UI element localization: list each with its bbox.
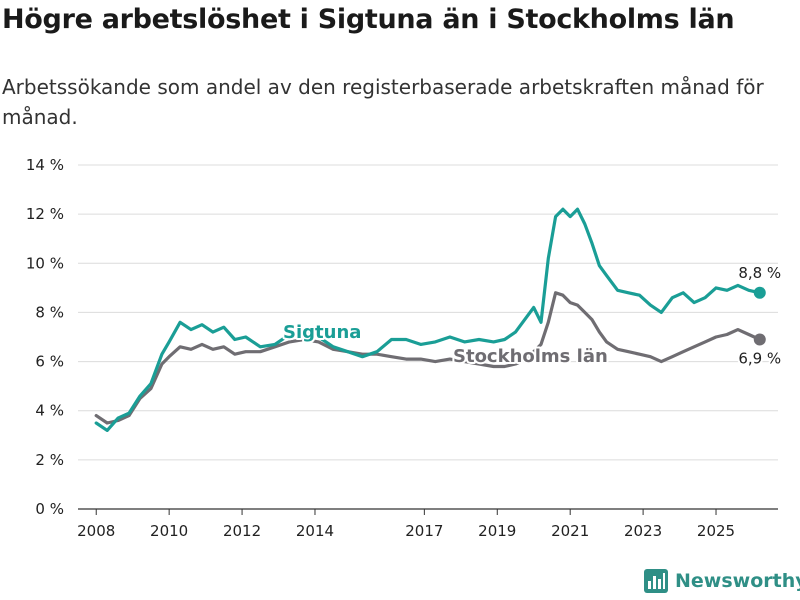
x-tick-label: 2025 <box>697 522 735 540</box>
y-tick-label: 2 % <box>35 451 64 469</box>
series-labels: Sigtuna Stockholms län 8,8 % 6,9 % <box>281 262 783 370</box>
series-group <box>94 207 766 432</box>
y-tick-label: 8 % <box>35 303 64 321</box>
chart-subtitle: Arbetssökande som andel av den registerb… <box>2 75 764 129</box>
brand-name: Newsworthy <box>675 570 800 592</box>
x-tick-label: 2019 <box>478 522 516 540</box>
x-tick-label: 2021 <box>551 522 589 540</box>
y-tick-label: 14 % <box>26 156 64 174</box>
gridlines <box>78 164 778 461</box>
x-tick-label: 2014 <box>296 522 334 540</box>
end-point-sigtuna <box>753 286 766 299</box>
x-tick-label: 2008 <box>77 522 115 540</box>
bar-chart-logo-icon <box>644 569 668 593</box>
y-tick-label: 12 % <box>26 205 64 223</box>
x-tick-label: 2017 <box>405 522 443 540</box>
end-label-stockholms-lan: 6,9 % <box>738 349 781 367</box>
x-tick-label: 2023 <box>624 522 662 540</box>
x-tick-label: 2012 <box>223 522 261 540</box>
y-tick-label: 0 % <box>35 500 64 518</box>
page-title: Högre arbetslöshet i Sigtuna än i Stockh… <box>2 4 735 35</box>
y-tick-label: 10 % <box>26 254 64 272</box>
x-tick-label: 2010 <box>150 522 188 540</box>
series-line-stockholms-lan <box>94 291 762 425</box>
series-label-stockholms-lan: Stockholms län <box>453 346 608 367</box>
end-label-sigtuna: 8,8 % <box>738 264 781 282</box>
end-point-stockholms-lan <box>753 333 766 346</box>
series-line-sigtuna <box>94 207 762 432</box>
y-tick-label: 4 % <box>35 402 64 420</box>
y-tick-label: 6 % <box>35 353 64 371</box>
newsworthy-logo[interactable]: Newsworthy <box>643 568 800 594</box>
x-axis-ticks: 2008 2010 2012 2014 2017 2019 2021 2023 2025 <box>77 509 735 540</box>
series-label-sigtuna: Sigtuna <box>283 322 361 343</box>
y-axis-ticks: 0 % 2 % 4 % 6 % 8 % 10 % 12 % 14 % <box>26 156 64 518</box>
